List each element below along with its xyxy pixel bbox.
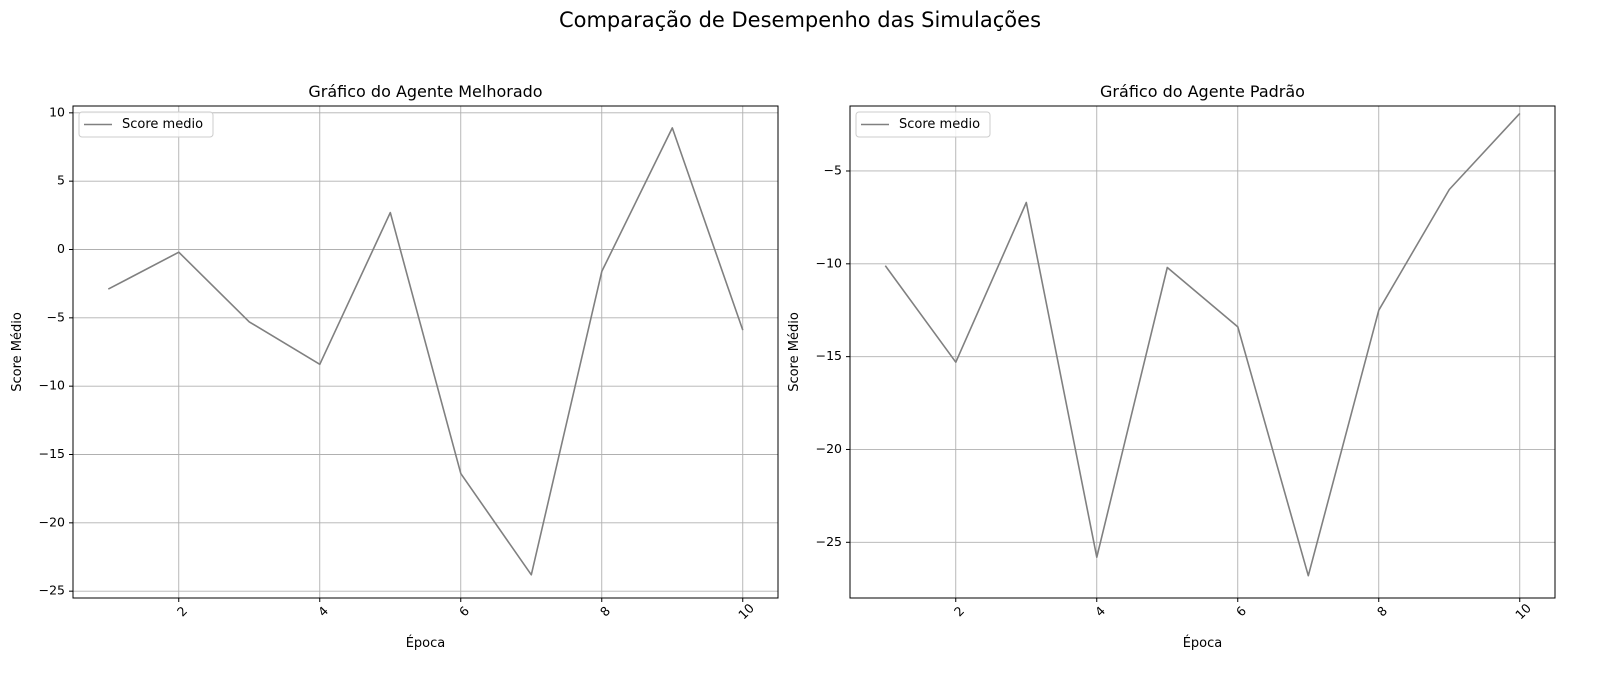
y-tick-label: −5 <box>47 309 65 324</box>
legend-label: Score medio <box>899 117 980 132</box>
figure-title: Comparação de Desempenho das Simulações <box>558 8 1042 32</box>
y-tick-label: 5 <box>57 173 65 188</box>
series-line-score-medio <box>107 127 744 576</box>
x-tick-label: 4 <box>1092 603 1108 619</box>
axes-frame <box>72 105 779 599</box>
chart-title: Gráfico do Agente Padrão <box>1100 82 1305 101</box>
legend-box <box>855 111 991 138</box>
y-tick-label: −25 <box>816 534 842 549</box>
y-tick-label: −15 <box>39 446 65 461</box>
y-tick-label: −25 <box>39 583 65 598</box>
chart-title: Gráfico do Agente Melhorado <box>308 82 542 101</box>
y-tick-label: 0 <box>57 241 65 256</box>
x-tick-label: 6 <box>1233 603 1249 619</box>
y-tick-label: −20 <box>39 514 65 529</box>
y-tick-label: −10 <box>816 255 842 270</box>
x-axis-label: Época <box>1183 635 1223 651</box>
x-tick-label: 2 <box>951 603 967 619</box>
x-axis-label: Época <box>406 635 446 651</box>
axes-frame <box>849 105 1556 599</box>
legend-box <box>78 111 214 138</box>
y-axis-label: Score Médio <box>787 312 802 392</box>
y-tick-label: −20 <box>816 441 842 456</box>
legend-label: Score medio <box>122 117 203 132</box>
y-tick-label: −5 <box>824 162 842 177</box>
x-tick-label: 10 <box>1512 600 1534 622</box>
y-tick-label: −15 <box>816 348 842 363</box>
y-axis-label: Score Médio <box>10 312 25 392</box>
series-line-score-medio <box>884 112 1521 577</box>
y-tick-label: 10 <box>49 104 65 119</box>
y-tick-label: −10 <box>39 378 65 393</box>
x-tick-label: 8 <box>1374 603 1390 619</box>
